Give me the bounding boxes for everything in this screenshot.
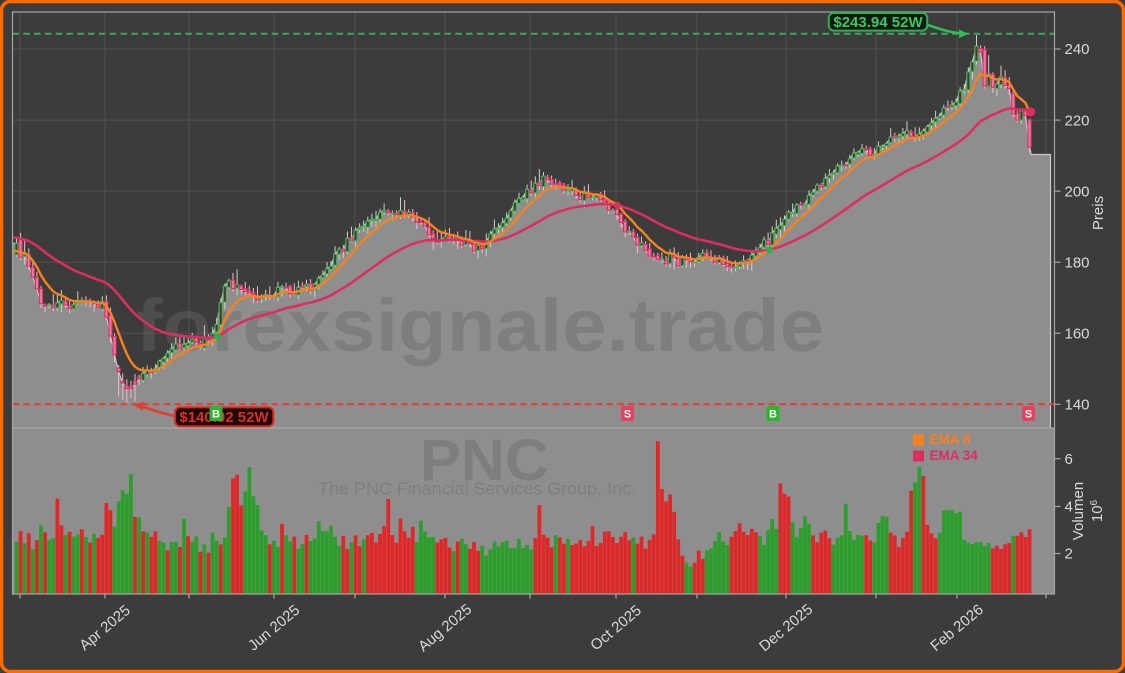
svg-text:PNC: PNC [420,428,549,493]
svg-text:200: 200 [1065,183,1090,200]
svg-text:180: 180 [1065,254,1090,271]
svg-text:140: 140 [1065,397,1090,414]
svg-text:240: 240 [1065,41,1090,58]
svg-text:EMA 8: EMA 8 [930,432,971,447]
svg-text:B: B [769,409,777,421]
svg-text:Preis: Preis [1090,196,1107,230]
svg-text:Volumen: Volumen [1070,482,1087,540]
svg-text:160: 160 [1065,325,1090,342]
svg-text:S: S [624,409,631,421]
svg-text:forexsignale.trade: forexsignale.trade [136,284,824,367]
svg-text:$140.02 52W: $140.02 52W [179,409,269,426]
svg-text:The PNC Financial Services Gro: The PNC Financial Services Group, Inc. [318,479,636,499]
svg-text:$243.94 52W: $243.94 52W [833,14,923,31]
svg-text:4: 4 [1065,499,1073,516]
svg-text:EMA 34: EMA 34 [930,448,979,463]
svg-text:2: 2 [1065,546,1073,563]
svg-text:220: 220 [1065,112,1090,129]
svg-text:S: S [1025,409,1032,421]
svg-text:6: 6 [1065,451,1073,468]
svg-text:B: B [212,409,220,421]
